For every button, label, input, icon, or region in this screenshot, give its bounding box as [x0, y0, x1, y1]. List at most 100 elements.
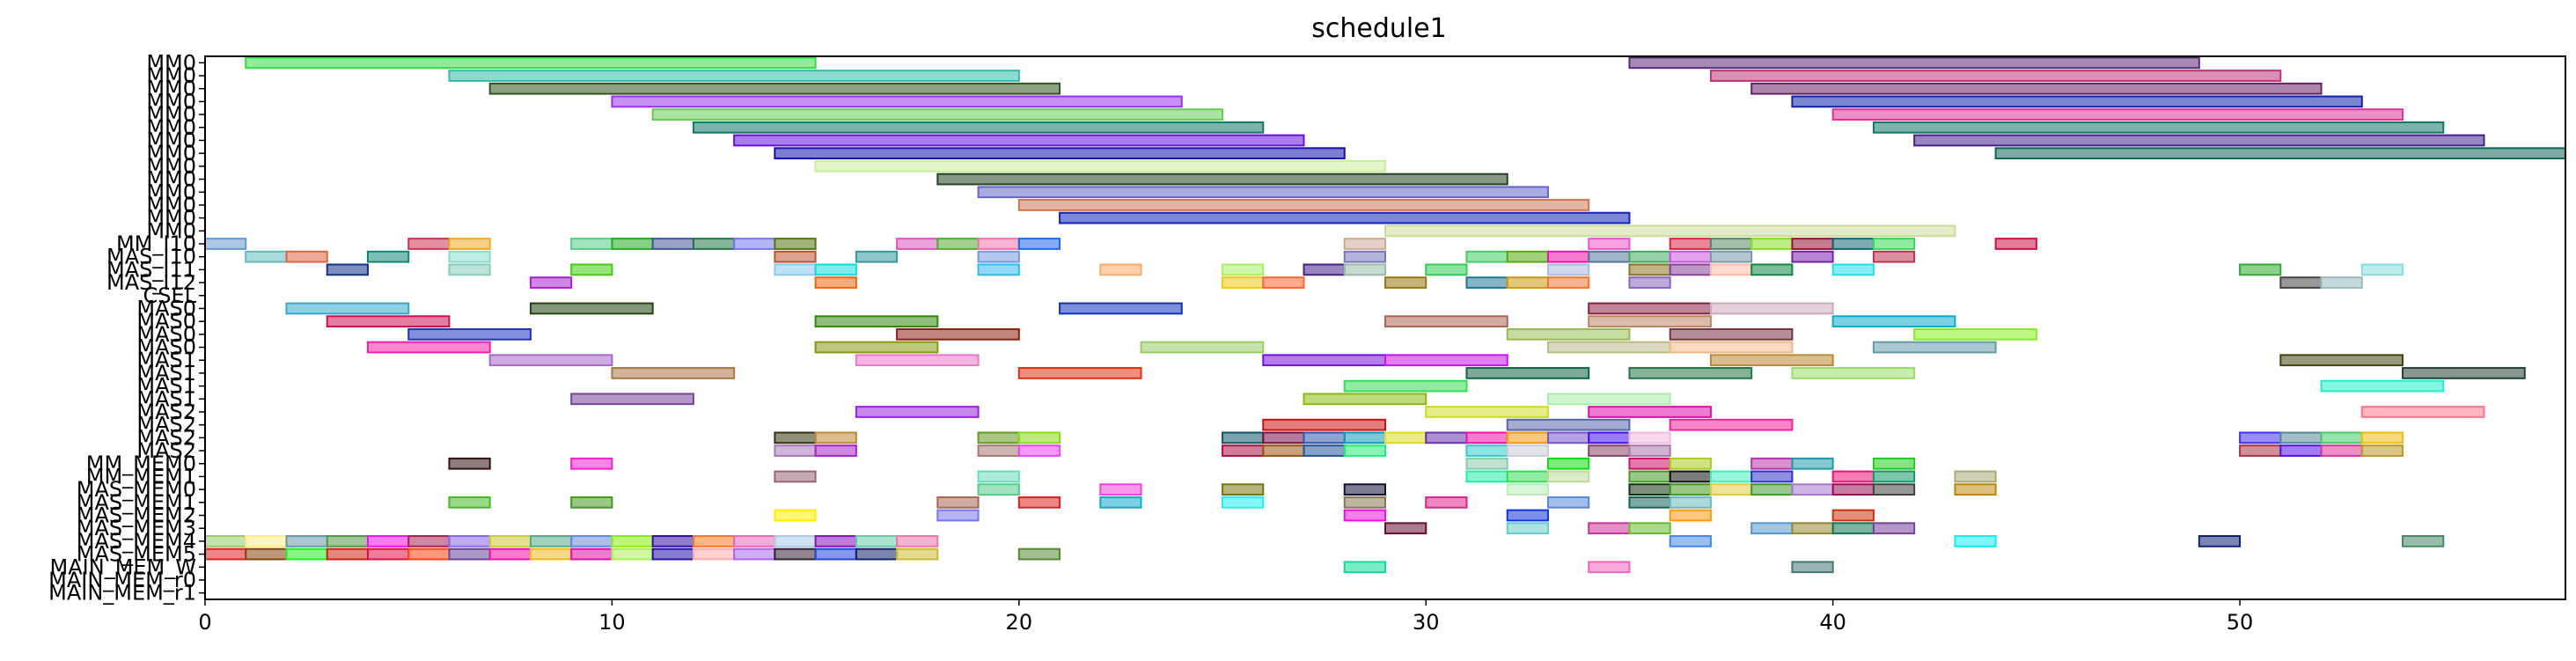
task-bar	[1669, 418, 1794, 431]
task-bar	[1343, 379, 1468, 393]
task-bar	[733, 238, 776, 250]
task-bar	[1872, 250, 1916, 263]
y-tick-label: MM_MEM0	[86, 452, 196, 476]
task-bar	[448, 457, 491, 470]
task-bar	[1791, 238, 1834, 250]
task-bar	[1303, 263, 1346, 276]
task-bar	[1546, 250, 1590, 263]
task-bar	[1872, 483, 1916, 496]
y-tick-label: MAS0	[136, 309, 196, 334]
y-tick-label: MM0	[146, 180, 196, 204]
task-bar	[2360, 444, 2404, 457]
task-bar	[814, 263, 857, 276]
task-bar	[1669, 483, 1712, 496]
task-bar	[2320, 379, 2445, 393]
task-bar	[774, 547, 817, 561]
task-bar	[1750, 238, 1794, 250]
task-bar	[1465, 457, 1508, 470]
task-bar	[448, 238, 491, 250]
task-bar	[1954, 535, 1997, 547]
y-tick-label: MM0	[146, 89, 196, 114]
task-bar	[1669, 535, 1712, 547]
task-bar	[570, 457, 613, 470]
task-bar	[692, 238, 736, 250]
task-bar	[814, 341, 939, 354]
task-bar	[1425, 406, 1549, 418]
task-bar	[1588, 561, 1631, 574]
task-bar	[1669, 496, 1712, 509]
task-bar	[774, 470, 817, 483]
task-bar	[448, 263, 491, 276]
task-bar	[1791, 367, 1916, 379]
task-bar	[1546, 431, 1590, 444]
task-bar	[1913, 327, 2037, 341]
task-bar	[1303, 393, 1427, 406]
task-bar	[1465, 367, 1590, 379]
task-bar	[529, 535, 573, 547]
task-bar	[326, 547, 369, 561]
y-tick-label: MAIN_MEM_r1	[48, 581, 196, 606]
task-bar	[1546, 470, 1590, 483]
task-bar	[1506, 327, 1631, 341]
y-tick-label: MM0	[146, 154, 196, 179]
task-bar	[1872, 341, 1997, 354]
task-bar	[1628, 367, 1753, 379]
task-bar	[1750, 483, 1794, 496]
task-bar	[1222, 483, 1265, 496]
y-tick-label: MAS_I12	[106, 270, 196, 295]
task-bar	[529, 276, 573, 289]
task-bar	[1262, 276, 1305, 289]
task-bar	[2279, 444, 2323, 457]
y-tick-label: MM0	[146, 102, 196, 127]
task-bar	[774, 263, 817, 276]
task-bar	[896, 327, 1020, 341]
task-bar	[1750, 263, 1794, 276]
task-bar	[2402, 535, 2445, 547]
task-bar	[1222, 431, 1265, 444]
task-bar	[1384, 431, 1427, 444]
y-tick-label: MM0	[146, 193, 196, 217]
task-bar	[1343, 561, 1387, 574]
task-bar	[1465, 431, 1508, 444]
task-bar	[1546, 496, 1590, 509]
y-tick-label: MAS0	[136, 335, 196, 360]
task-bar	[1669, 341, 1794, 354]
task-bar	[1588, 250, 1631, 263]
task-bar	[2279, 354, 2404, 367]
task-bar	[326, 535, 369, 547]
task-bar	[407, 327, 532, 341]
task-bar	[1791, 561, 1834, 574]
task-bar	[1343, 431, 1387, 444]
task-bar	[1384, 224, 1956, 238]
task-bar	[2320, 444, 2363, 457]
task-bar	[692, 121, 1265, 134]
y-tick-label: MM0	[146, 141, 196, 165]
x-tick-label: 0	[198, 610, 211, 635]
task-bar	[1588, 315, 1712, 328]
task-bar	[774, 147, 1346, 160]
y-tick-label: MAS_MEM2	[77, 503, 196, 528]
y-tick-label: MAS2	[136, 413, 196, 437]
task-bar	[1588, 406, 1712, 418]
task-bar	[529, 302, 654, 315]
y-tick-label: MAS_MEM5	[77, 542, 196, 567]
task-bar	[1546, 341, 1671, 354]
task-bar	[1465, 276, 1508, 289]
task-bar	[1750, 457, 1794, 470]
y-tick-label: MAS_MEM4	[77, 529, 196, 554]
task-bar	[774, 250, 817, 263]
task-bar	[1913, 134, 2485, 147]
task-bar	[855, 250, 899, 263]
task-bar	[1588, 431, 1631, 444]
x-tick-label: 10	[598, 610, 626, 635]
task-bar	[977, 470, 1020, 483]
task-bar	[977, 186, 1549, 199]
task-bar	[692, 547, 736, 561]
task-bar	[774, 509, 817, 522]
task-bar	[611, 95, 1183, 108]
task-bar	[488, 535, 532, 547]
task-bar	[1465, 250, 1508, 263]
task-bar	[977, 444, 1020, 457]
task-bar	[1628, 263, 1671, 276]
task-bar	[1669, 250, 1712, 263]
